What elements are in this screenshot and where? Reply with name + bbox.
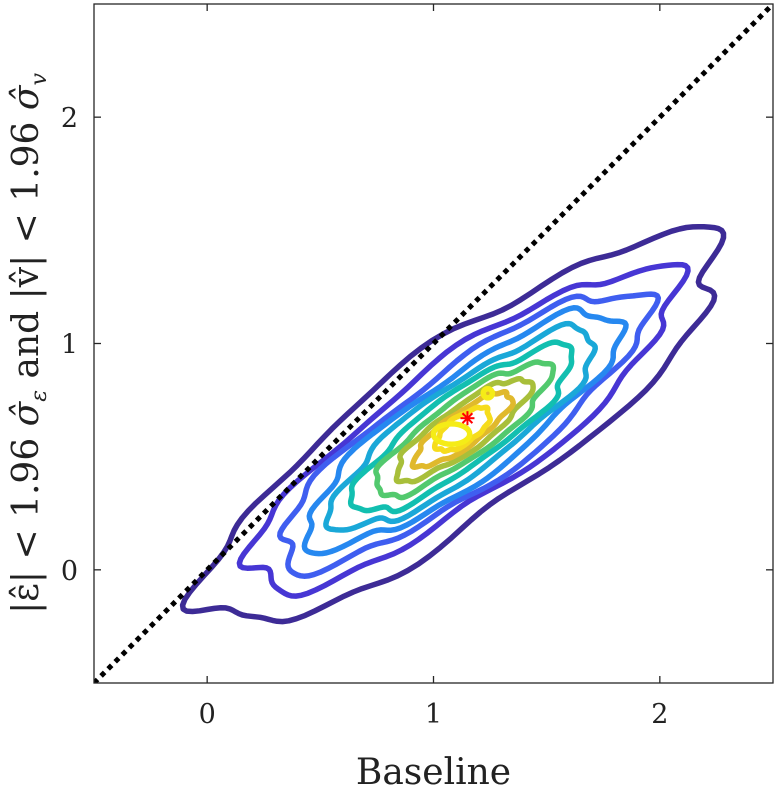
contour-level-10 (431, 404, 493, 454)
y-axis-label-part: |ε̂| < 1.96 (6, 426, 47, 614)
contour-level-9 (409, 388, 516, 470)
mode-marker (460, 411, 475, 426)
y-axis-label: |ε̂| < 1.96 σ̂ε and |v̂| < 1.96 σ̂v (6, 73, 52, 614)
y-axis-label-part: and |v̂| < 1.96 (6, 110, 47, 390)
y-axis-label-sigma: σ̂ (6, 400, 47, 426)
y-tick-label: 2 (61, 103, 78, 134)
peak-group (430, 386, 496, 447)
contour-peak-1 (430, 421, 473, 447)
contour-level-5 (323, 320, 598, 533)
contour-level-3 (277, 291, 662, 579)
axes: 0 1 2 0 1 2 (61, 3, 774, 730)
x-ticks: 0 1 2 (199, 4, 668, 730)
plot-area (94, 4, 773, 683)
y-axis-label-subscript: v (27, 73, 52, 86)
contour-level-4 (301, 305, 629, 557)
contour-level-6 (347, 339, 575, 515)
y-axis-label-subscript: ε (27, 390, 52, 402)
contour-level-7 (373, 359, 557, 501)
y-axis-label-sigma: σ̂ (6, 84, 47, 110)
x-tick-label: 0 (199, 699, 216, 730)
x-tick-label: 2 (651, 699, 668, 730)
x-tick-label: 1 (425, 699, 442, 730)
contour-level-1 (179, 223, 727, 625)
contour-group (179, 223, 727, 625)
y-tick-label: 0 (61, 556, 78, 587)
reference-diagonal-line (94, 4, 773, 683)
x-axis-label: Baseline (356, 752, 511, 789)
contour-peak-2 (480, 386, 496, 401)
y-tick-label: 1 (61, 330, 78, 361)
contour-level-2 (236, 261, 691, 599)
marker-stroke (461, 412, 474, 424)
y-ticks: 0 1 2 (61, 103, 773, 587)
